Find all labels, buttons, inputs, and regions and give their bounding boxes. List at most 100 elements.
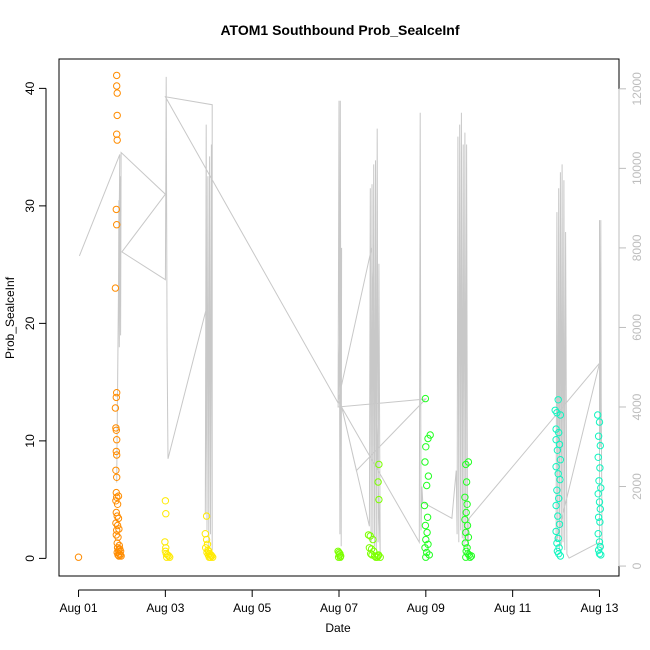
secondary-y-tick-label: 8000: [630, 234, 644, 261]
data-point: [595, 550, 604, 558]
secondary-y-tick-label: 4000: [630, 393, 644, 420]
data-point: [594, 530, 602, 538]
x-tick-label: Aug 07: [320, 601, 358, 615]
data-point: [113, 493, 121, 501]
data-point: [596, 542, 604, 551]
data-point: [552, 436, 560, 444]
data-point: [74, 553, 83, 561]
data-point: [374, 551, 383, 559]
data-point: [113, 451, 121, 459]
data-point: [461, 515, 469, 524]
chart-title: ATOM1 Southbound Prob_SealceInf: [220, 22, 459, 38]
secondary-y-tick-label: 0: [630, 562, 644, 569]
data-point: [423, 528, 431, 537]
data-point: [163, 553, 171, 561]
data-point: [555, 494, 563, 503]
secondary-y-axis: 0 2000 4000 6000 8000 10000 12000: [618, 72, 644, 569]
data-point: [594, 453, 602, 461]
data-point: [461, 539, 469, 547]
data-point: [376, 553, 384, 561]
data-point: [464, 458, 473, 466]
secondary-y-tick-label: 2000: [630, 473, 644, 500]
data-point: [113, 521, 122, 530]
data-point: [595, 498, 604, 506]
data-point: [421, 544, 429, 552]
secondary-line-layer: [78, 76, 603, 559]
data-point: [422, 553, 430, 561]
data-point: [594, 513, 603, 521]
data-point: [462, 478, 471, 486]
x-tick-label: Aug 13: [580, 601, 618, 615]
data-point: [201, 530, 210, 538]
data-point: [597, 551, 605, 559]
x-tick-label: Aug 01: [60, 601, 98, 615]
data-point: [553, 539, 561, 547]
x-tick-label: Aug 03: [146, 601, 184, 615]
data-point: [555, 428, 563, 437]
data-point: [464, 533, 473, 541]
data-point: [113, 436, 121, 444]
data-point: [596, 505, 604, 513]
data-point: [595, 477, 603, 485]
data-point: [113, 136, 121, 144]
data-point: [375, 495, 383, 504]
data-point: [556, 411, 565, 419]
data-point: [202, 512, 211, 520]
data-point: [424, 434, 432, 443]
data-point: [462, 460, 470, 469]
data-point: [552, 501, 560, 510]
data-point: [466, 553, 474, 561]
data-point: [554, 534, 562, 543]
data-point: [113, 111, 121, 120]
data-point: [596, 441, 604, 450]
y-tick-label: 40: [23, 81, 37, 95]
data-point: [112, 531, 121, 539]
data-point: [166, 553, 174, 561]
data-point: [116, 551, 124, 559]
data-point: [112, 205, 121, 214]
data-point: [552, 527, 560, 536]
data-point: [552, 463, 560, 471]
data-point: [112, 426, 121, 434]
data-point: [556, 552, 565, 560]
y-tick-label: 20: [23, 316, 37, 330]
data-point: [461, 493, 469, 501]
data-point: [553, 486, 561, 494]
data-point: [113, 539, 121, 547]
data-point: [161, 538, 169, 546]
data-point: [112, 466, 120, 474]
data-point: [115, 525, 123, 533]
data-point: [423, 481, 431, 490]
data-point: [114, 551, 122, 559]
data-point: [111, 404, 120, 412]
data-point: [162, 510, 170, 518]
data-point: [113, 221, 121, 229]
x-tick-label: Aug 09: [407, 601, 445, 615]
secondary-series-line: [78, 76, 603, 559]
data-point: [467, 552, 476, 560]
data-point: [555, 520, 564, 528]
data-point: [423, 548, 431, 557]
data-point: [595, 418, 604, 426]
data-point: [597, 484, 605, 492]
data-point: [113, 389, 121, 397]
data-point: [112, 447, 121, 456]
y-tick-label: 0: [23, 555, 37, 562]
data-point: [423, 513, 432, 521]
data-point: [202, 535, 211, 544]
data-point: [375, 460, 383, 469]
x-tick-label: Aug 05: [233, 601, 271, 615]
data-point: [420, 501, 429, 510]
data-point: [596, 464, 604, 472]
data-point: [462, 508, 470, 517]
data-point: [113, 500, 122, 508]
data-point: [115, 552, 123, 560]
x-axis: Aug 01 Aug 03 Aug 05 Aug 07 Aug 09 Aug 11 Aug …: [60, 589, 619, 615]
data-point: [554, 512, 562, 520]
data-point: [113, 82, 121, 90]
data-point: [554, 396, 562, 404]
data-point: [424, 472, 433, 480]
data-point: [364, 531, 373, 539]
x-axis-label: Date: [325, 621, 351, 635]
